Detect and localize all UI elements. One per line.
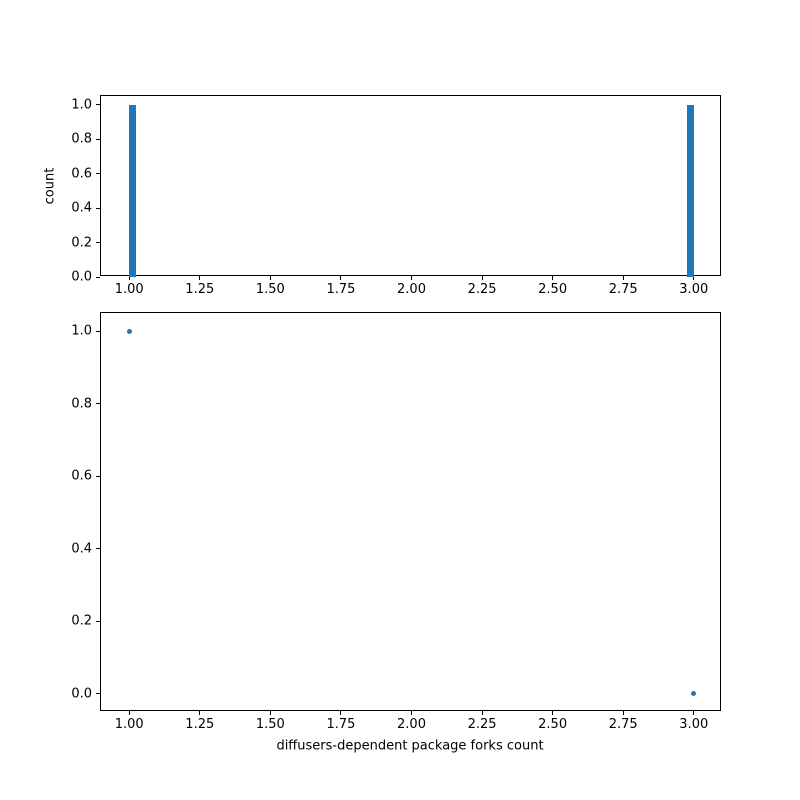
x-tick-mark	[128, 276, 130, 280]
x-tick-mark	[411, 276, 412, 280]
y-tick-mark	[96, 276, 100, 278]
histogram-bar	[129, 104, 137, 277]
x-tick-mark	[340, 711, 342, 715]
x-tick-label: 2.75	[608, 717, 638, 732]
y-tick-mark	[96, 475, 100, 477]
x-tick-label: 2.75	[608, 282, 638, 297]
y-tick-label: 0.4	[71, 541, 92, 557]
y-tick-label: 0.6	[71, 468, 92, 484]
y-tick-mark	[96, 403, 100, 405]
x-tick-mark	[128, 711, 130, 715]
x-tick-label: 2.00	[397, 282, 426, 297]
x-tick-label: 3.00	[679, 282, 709, 297]
x-tick-mark	[693, 276, 695, 280]
y-tick-label: 0.2	[71, 613, 92, 629]
y-tick-mark	[96, 173, 100, 175]
y-tick-mark	[96, 693, 100, 695]
x-tick-label: 1.75	[326, 282, 356, 297]
x-tick-mark	[622, 276, 624, 280]
x-tick-mark	[411, 711, 412, 715]
y-tick-label: 0.8	[71, 396, 92, 412]
y-tick-label: 0.2	[71, 235, 92, 251]
scatter-point	[126, 328, 132, 334]
x-tick-label: 2.50	[538, 282, 568, 297]
x-tick-label: 1.25	[185, 717, 215, 732]
y-tick-mark	[96, 138, 100, 140]
x-tick-label: 1.50	[255, 717, 285, 732]
x-tick-mark	[552, 711, 554, 715]
x-tick-label: 2.50	[538, 717, 568, 732]
x-tick-label: 3.00	[679, 717, 709, 732]
y-axis-label: count	[42, 167, 58, 205]
x-tick-mark	[481, 711, 483, 715]
y-tick-mark	[96, 207, 100, 209]
y-tick-label: 0.0	[71, 686, 92, 702]
x-tick-mark	[199, 276, 201, 280]
y-tick-label: 0.8	[71, 131, 92, 147]
y-tick-mark	[96, 242, 100, 244]
x-tick-mark	[269, 276, 271, 280]
y-tick-mark	[96, 104, 100, 106]
scatter-axes: 1.00 1.25 1.50 1.75 2.00 2.25 2.50 2.75 3.00 0.0 0…	[71, 312, 721, 731]
x-tick-mark	[199, 711, 201, 715]
x-tick-label: 1.75	[326, 717, 356, 732]
y-tick-mark	[96, 620, 100, 622]
x-tick-label: 2.25	[467, 282, 497, 297]
y-tick-label: 0.0	[71, 269, 92, 285]
y-tick-label: 1.0	[71, 323, 92, 339]
y-tick-mark	[96, 330, 100, 332]
y-tick-mark	[96, 548, 100, 550]
y-tick-label: 1.0	[71, 97, 92, 113]
x-tick-label: 1.00	[114, 282, 144, 297]
x-tick-mark	[552, 276, 554, 280]
y-tick-label: 0.4	[71, 200, 92, 216]
x-tick-label: 1.00	[114, 717, 144, 732]
y-tick-label: 0.6	[71, 166, 92, 182]
scatter-point	[691, 691, 697, 697]
x-tick-mark	[340, 276, 342, 280]
x-tick-mark	[622, 711, 624, 715]
x-tick-mark	[481, 276, 483, 280]
x-tick-mark	[693, 711, 695, 715]
x-tick-label: 2.00	[397, 717, 426, 732]
x-tick-label: 2.25	[467, 717, 497, 732]
x-axis-label: diffusers-dependent package forks count	[276, 738, 544, 754]
x-tick-label: 1.50	[255, 282, 285, 297]
histogram-bar	[686, 104, 694, 277]
x-tick-label: 1.25	[185, 282, 215, 297]
histogram-axes: 1.00 1.25 1.50 1.75 2.00 2.25 2.50 2.75 3.00 0.0 0…	[71, 95, 721, 296]
x-tick-mark	[269, 711, 271, 715]
